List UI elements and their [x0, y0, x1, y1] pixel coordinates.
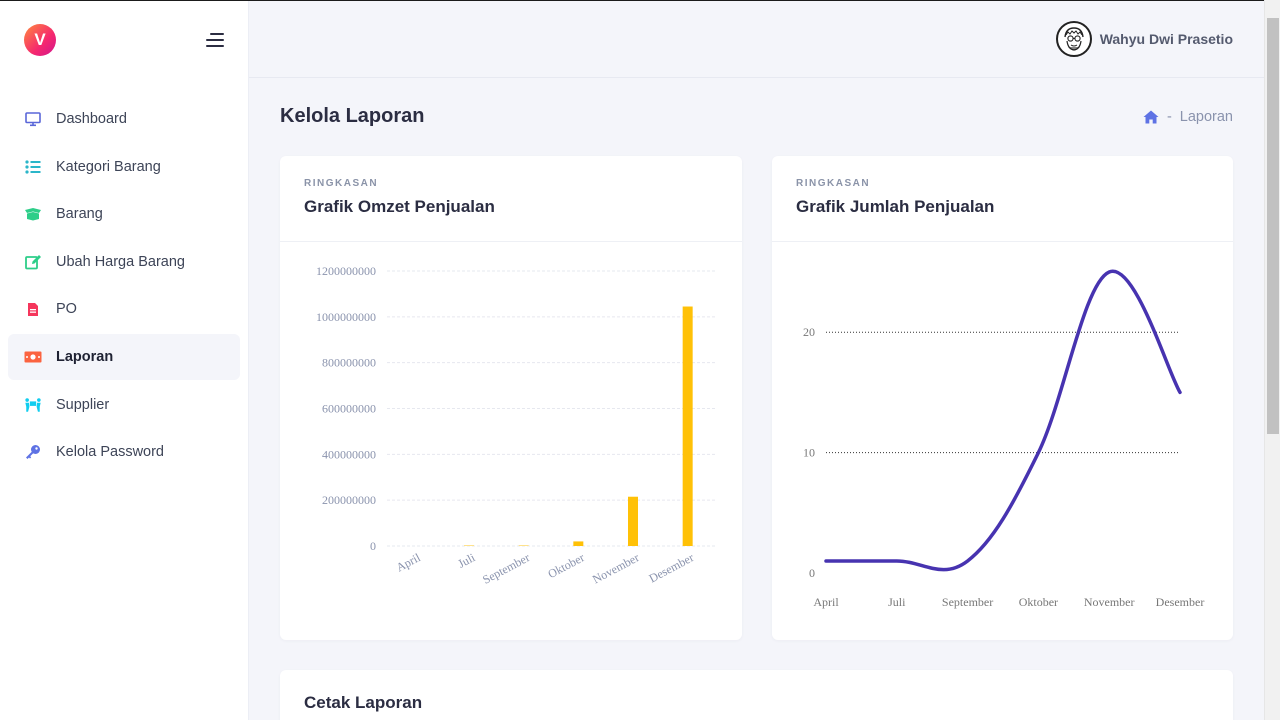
jumlah-line-chart: 0 10 20 April Juli September Oktober November De… — [803, 269, 1205, 609]
sidebar-item-kategori-barang[interactable]: Kategori Barang — [8, 144, 240, 190]
jumlah-chart-card: RINGKASAN Grafik Jumlah Penjualan 0 10 20 A… — [772, 156, 1233, 640]
line-ytick-label: 0 — [809, 566, 815, 580]
sidebar-item-barang[interactable]: Barang — [8, 191, 240, 237]
line-ytick-label: 20 — [803, 325, 815, 339]
sidebar-item-label: Ubah Harga Barang — [56, 253, 185, 270]
bar-xtick-label: April — [394, 550, 424, 575]
line-xtick-label: November — [1084, 595, 1135, 609]
money-bill-icon — [24, 348, 42, 366]
bar-ytick-label: 1200000000 — [316, 264, 376, 278]
line-xtick-label: April — [813, 595, 839, 609]
omzet-bar-chart: 0 200000000 400000000 600000000 800000000 100… — [316, 264, 715, 587]
line-series-path[interactable] — [824, 269, 1182, 572]
bar-xtick-label: Desember — [647, 550, 697, 585]
sidebar-item-label: Supplier — [56, 396, 110, 413]
sidebar-item-ubah-harga-barang[interactable]: Ubah Harga Barang — [8, 239, 240, 285]
page-scrollbar[interactable] — [1264, 0, 1280, 720]
cetak-laporan-card: Cetak Laporan — [280, 670, 1233, 720]
list-icon — [24, 158, 42, 176]
sidebar-item-label: Barang — [56, 206, 103, 223]
jumlah-card-title: Grafik Jumlah Penjualan — [796, 197, 995, 216]
sidebar-item-label: Kategori Barang — [56, 158, 161, 175]
bar-ytick-label: 400000000 — [322, 447, 376, 461]
menu-toggle-button[interactable] — [204, 33, 224, 47]
bar-oktober[interactable] — [573, 541, 584, 546]
sidebar-item-label: Kelola Password — [56, 444, 164, 461]
people-carry-icon — [24, 396, 42, 414]
user-face-icon — [1064, 27, 1084, 51]
scrollbar-thumb[interactable] — [1267, 18, 1279, 434]
app-logo[interactable]: V — [24, 24, 56, 56]
sidebar-item-dashboard[interactable]: Dashboard — [8, 96, 240, 142]
bar-desember[interactable] — [682, 306, 693, 546]
line-xtick-label: September — [942, 595, 993, 609]
sidebar-item-supplier[interactable]: Supplier — [8, 382, 240, 428]
bar-xtick-label: November — [590, 550, 641, 586]
line-xtick-label: Juli — [888, 595, 906, 609]
sidebar-item-label: Laporan — [56, 348, 114, 365]
breadcrumb-current: Laporan — [1179, 109, 1233, 125]
jumlah-card-subtitle: RINGKASAN — [796, 178, 871, 189]
sidebar-nav: Dashboard Kategori Barang Barang Ubah Harga… — [0, 80, 248, 475]
bar-xtick-label: Oktober — [545, 550, 586, 581]
top-bar: Wahyu Dwi Prasetio — [0, 0, 1280, 78]
cetak-card-title: Cetak Laporan — [304, 693, 423, 712]
bar-ytick-label: 200000000 — [322, 493, 376, 507]
edit-icon — [24, 253, 42, 271]
omzet-chart-card: RINGKASAN Grafik Omzet Penjualan 0 200000… — [280, 156, 742, 640]
sidebar-item-laporan[interactable]: Laporan — [8, 333, 240, 380]
home-icon[interactable] — [1143, 110, 1159, 124]
sidebar: V Dashboard Kategori Barang Barang Ubah Har… — [0, 0, 249, 720]
sidebar-item-po[interactable]: PO — [8, 286, 240, 332]
bar-xtick-label: September — [480, 550, 532, 586]
breadcrumb-separator: - — [1166, 109, 1172, 125]
box-open-icon — [24, 205, 42, 223]
user-menu[interactable]: Wahyu Dwi Prasetio — [1055, 21, 1233, 57]
file-icon — [24, 300, 42, 318]
line-xtick-label: Desember — [1156, 595, 1205, 609]
page-title: Kelola Laporan — [280, 105, 425, 127]
bar-ytick-label: 800000000 — [322, 356, 376, 370]
bar-november[interactable] — [628, 496, 638, 546]
sidebar-brand: V — [0, 0, 248, 80]
bar-ytick-label: 1000000000 — [316, 310, 376, 324]
bar-xtick-label: Juli — [456, 550, 478, 571]
sidebar-item-kelola-password[interactable]: Kelola Password — [8, 429, 240, 475]
user-name[interactable]: Wahyu Dwi Prasetio — [1099, 31, 1233, 47]
bar-ytick-label: 0 — [370, 539, 376, 553]
key-icon — [24, 443, 42, 461]
sidebar-item-label: PO — [56, 301, 77, 318]
omzet-card-header: RINGKASAN Grafik Omzet Penjualan — [280, 156, 742, 242]
omzet-card-title: Grafik Omzet Penjualan — [304, 197, 495, 216]
monitor-icon — [24, 110, 42, 128]
bar-ytick-label: 600000000 — [322, 402, 376, 416]
omzet-card-subtitle: RINGKASAN — [304, 178, 379, 189]
jumlah-card-header: RINGKASAN Grafik Jumlah Penjualan — [772, 156, 1233, 242]
sidebar-item-label: Dashboard — [56, 111, 127, 127]
line-xtick-label: Oktober — [1019, 595, 1058, 609]
avatar[interactable] — [1055, 21, 1092, 57]
line-ytick-label: 10 — [803, 446, 815, 460]
breadcrumb: - Laporan — [1143, 109, 1233, 125]
